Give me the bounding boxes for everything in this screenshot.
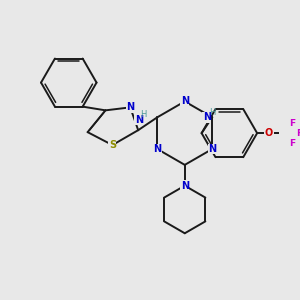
Text: O: O (265, 128, 273, 138)
Text: N: N (153, 144, 161, 154)
Text: F: F (296, 129, 300, 138)
Text: H: H (209, 108, 215, 117)
Text: N: N (126, 102, 134, 112)
Text: F: F (289, 139, 295, 148)
Text: N: N (203, 112, 211, 122)
Text: N: N (181, 96, 189, 106)
Text: N: N (208, 144, 216, 154)
Text: H: H (141, 110, 147, 119)
Text: N: N (135, 115, 143, 125)
Text: F: F (289, 119, 295, 128)
Text: N: N (181, 181, 189, 191)
Text: S: S (109, 140, 116, 150)
